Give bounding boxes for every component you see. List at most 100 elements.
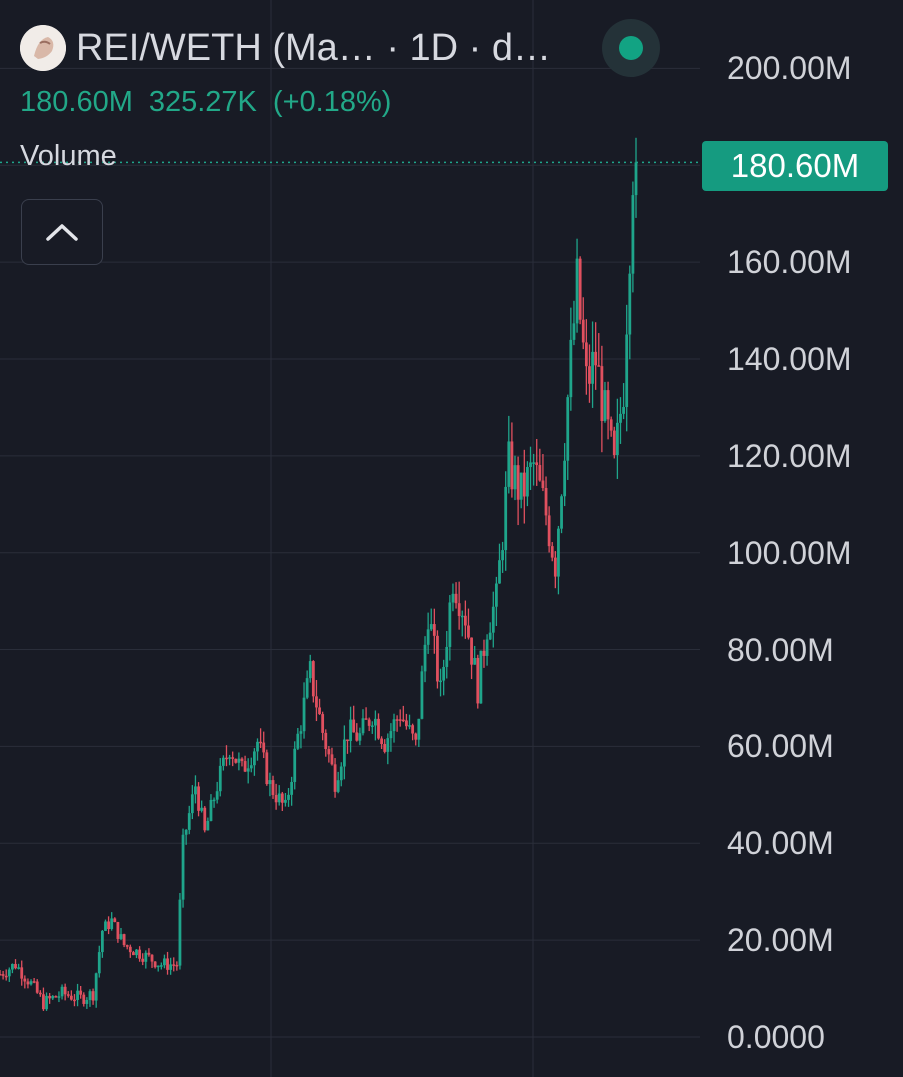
candle-body	[494, 583, 498, 607]
candle-body	[91, 991, 95, 1001]
candle-body	[327, 749, 331, 755]
candle-body	[256, 741, 259, 752]
candle-body	[169, 964, 173, 970]
candle-body	[423, 644, 427, 672]
candle-body	[147, 952, 151, 955]
candle-body	[606, 390, 610, 420]
candle-body	[460, 615, 464, 618]
candle-body	[538, 465, 542, 481]
candle-body	[510, 441, 514, 490]
candle-body	[315, 696, 318, 708]
y-tick-label: 120.00M	[727, 437, 852, 474]
volume-value: 180.60M	[20, 86, 133, 118]
candle-body	[498, 560, 501, 584]
status-indicator	[602, 19, 660, 77]
candle-body	[581, 319, 585, 343]
candle-body	[290, 781, 294, 795]
candle-body	[448, 602, 452, 647]
candle-body	[575, 258, 579, 324]
candle-body	[249, 765, 253, 769]
candle-body	[287, 794, 290, 800]
candle-body	[361, 718, 365, 734]
candle-body	[175, 964, 179, 967]
candle-body	[138, 949, 142, 959]
candle-body	[513, 465, 517, 490]
candle-body	[526, 467, 529, 497]
candle-body	[57, 996, 61, 998]
candle-body	[128, 946, 132, 953]
candle-body	[231, 757, 235, 759]
candle-body	[116, 922, 120, 939]
candle-body	[221, 757, 225, 766]
candle-body	[1, 974, 5, 976]
candle-body	[358, 733, 362, 741]
candle-body	[82, 994, 86, 1004]
y-tick-label: 20.00M	[727, 922, 834, 959]
candle-body	[150, 954, 154, 962]
candle-body	[501, 550, 504, 561]
candle-body	[547, 515, 551, 547]
candle-body	[553, 557, 557, 577]
candle-body	[104, 921, 107, 931]
y-tick-label: 200.00M	[727, 50, 852, 87]
chevron-up-icon	[46, 224, 78, 241]
candle-body	[476, 657, 480, 704]
candle-body	[442, 666, 446, 681]
candle-body	[367, 719, 371, 726]
candle-body	[482, 650, 486, 656]
rei-token-logo-icon[interactable]	[20, 25, 66, 71]
candle-body	[311, 661, 315, 697]
candle-body	[277, 793, 281, 803]
candle-body	[7, 969, 11, 977]
candle-body	[470, 637, 473, 665]
candle-body	[66, 994, 70, 996]
candle-body	[197, 786, 200, 811]
candle-body	[572, 323, 576, 340]
candle-body	[432, 624, 436, 636]
collapse-legend-button[interactable]	[21, 199, 103, 265]
candle-body	[628, 273, 632, 335]
candle-body	[336, 780, 340, 792]
candle-body	[156, 965, 160, 968]
candle-body	[17, 967, 21, 969]
candle-body	[194, 786, 197, 795]
candle-body	[262, 742, 266, 753]
candle-body	[48, 995, 52, 999]
candle-body	[522, 472, 526, 497]
y-tick-label: 100.00M	[727, 534, 852, 571]
candle-body	[333, 764, 337, 792]
candle-body	[439, 680, 442, 683]
candle-body	[23, 978, 27, 982]
candle-body	[383, 744, 387, 752]
candle-body	[271, 780, 275, 795]
candle-body	[395, 719, 399, 721]
candle-body	[414, 733, 418, 740]
candle-body	[144, 952, 148, 962]
candle-body	[609, 419, 613, 431]
candle-body	[349, 719, 352, 742]
candle-body	[11, 964, 14, 970]
candle-body	[253, 751, 256, 766]
candle-body	[339, 766, 343, 781]
candle-body	[113, 918, 117, 923]
candle-body	[634, 162, 638, 196]
candle-body	[532, 462, 536, 464]
candle-body	[35, 981, 39, 993]
candle-body	[603, 390, 607, 421]
candle-body	[54, 996, 58, 998]
candle-body	[342, 739, 346, 767]
candle-body	[29, 981, 33, 985]
symbol-title[interactable]: REI/WETH (Ma… · 1D · d…	[76, 26, 552, 69]
candle-body	[42, 994, 45, 1010]
candle-body	[622, 407, 625, 414]
candle-body	[32, 981, 36, 983]
live-status-dot-icon	[619, 36, 643, 60]
candle-body	[578, 258, 582, 320]
candle-body	[550, 546, 554, 558]
candle-body	[76, 990, 79, 1000]
candle-body	[110, 918, 114, 930]
candle-body	[373, 718, 377, 726]
candle-body	[321, 714, 325, 733]
candle-body	[200, 807, 204, 811]
